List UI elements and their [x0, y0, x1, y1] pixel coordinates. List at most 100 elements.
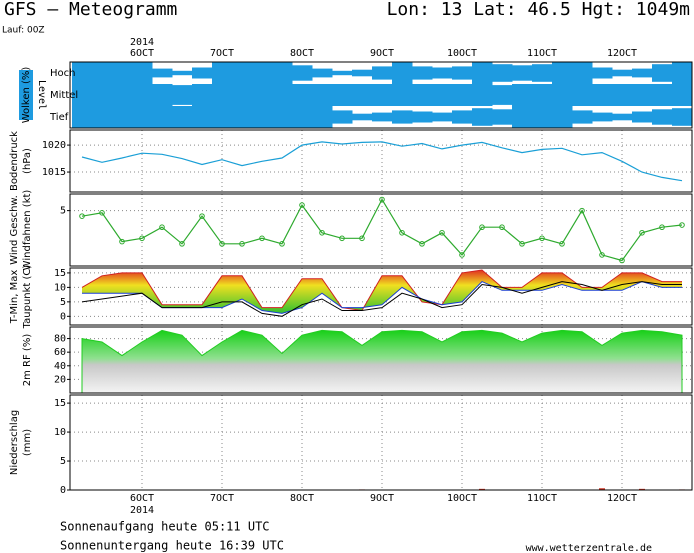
title: GFS – Meteogramm	[4, 0, 177, 20]
point	[519, 241, 525, 247]
cloud-cell	[72, 84, 93, 106]
cloud-cell	[212, 106, 233, 128]
cloud-cell	[92, 62, 113, 84]
line	[81, 281, 682, 317]
cloud-cell	[112, 62, 133, 84]
y-tick-label: 15	[54, 398, 66, 409]
cloud-cell	[192, 106, 213, 128]
point	[259, 235, 265, 242]
y-tick-label: 0	[60, 311, 66, 322]
cloud-cell	[632, 111, 653, 123]
cloud-cell	[452, 110, 473, 124]
point	[299, 202, 305, 208]
point	[219, 241, 225, 247]
y-tick-label: 5	[60, 297, 66, 308]
y-tick-label: 40	[54, 361, 66, 372]
year-bottom: 2014	[130, 505, 154, 516]
temp-range-fill	[82, 270, 682, 314]
cloud-cell	[312, 106, 333, 128]
level-name: Tief	[49, 112, 69, 123]
cloud-cell	[412, 66, 433, 80]
panel: Niederschlag (mm) 0 5 10 15	[9, 394, 693, 496]
level-name: Mittel	[50, 90, 78, 101]
point	[419, 241, 425, 247]
y-axis-label: (hPa)	[22, 148, 33, 174]
location: Lon: 13 Lat: 46.5 Hgt: 1049m	[387, 0, 690, 20]
panel: Bodendruck (hPa) 1015 1020	[9, 129, 693, 193]
cloud-cell	[612, 113, 633, 121]
panel-frame	[69, 61, 693, 129]
y-tick-label: 5	[60, 206, 66, 217]
cloud-cell	[472, 62, 493, 84]
y-tick-label: 0	[60, 485, 66, 496]
cloud-cell	[332, 70, 353, 76]
point	[439, 229, 445, 236]
source: www.wetterzentrale.de	[526, 543, 652, 553]
y-tick-label: 5	[60, 456, 66, 467]
y-axis-label: (mm)	[22, 429, 33, 456]
cloud-cell	[512, 84, 533, 106]
sunset: Sonnenuntergang heute 16:39 UTC	[60, 539, 284, 553]
cloud-cell	[592, 67, 613, 79]
x-tick-label: 9OCT	[370, 48, 394, 59]
cloud-cell	[392, 84, 413, 106]
point	[279, 241, 285, 247]
cloud-cell	[232, 84, 253, 106]
point	[139, 235, 145, 242]
bar	[639, 488, 645, 490]
cloud-cell	[532, 64, 553, 82]
cloud-cell	[192, 67, 213, 79]
point	[239, 241, 245, 247]
x-tick-label: 7OCT	[210, 493, 234, 504]
cloud-cell	[212, 84, 233, 106]
x-tick-label: 12OCT	[607, 48, 637, 59]
point	[179, 241, 185, 247]
cloud-cell	[672, 62, 693, 84]
cloud-cell	[432, 112, 453, 122]
cloud-cell	[172, 85, 193, 105]
y-tick-label: 20	[54, 374, 66, 385]
cloud-cell	[272, 106, 293, 128]
y-axis-label: Windfahnen (kt)	[22, 190, 33, 271]
cloud-cell	[632, 68, 653, 78]
y-tick-label: 10	[54, 427, 66, 438]
x-tick-label: 12OCT	[607, 493, 637, 504]
y-axis-label: Niederschlag	[9, 410, 20, 475]
point	[599, 252, 605, 258]
cloud-cell	[572, 84, 593, 106]
x-tick-label: 10OCT	[447, 48, 477, 59]
y-axis-label: Bodendruck	[9, 131, 20, 191]
cloud-cell	[532, 84, 553, 106]
point	[399, 229, 405, 236]
cloud-cell	[92, 106, 113, 128]
run: Lauf: 00Z	[2, 26, 45, 36]
cloud-cell	[272, 62, 293, 84]
point	[619, 257, 625, 264]
y-tick-label: 1020	[42, 140, 66, 151]
cloud-cell	[112, 106, 133, 128]
cloud-cell	[72, 62, 93, 84]
cloud-cell	[132, 84, 153, 106]
cloud-cell	[512, 65, 533, 81]
cloud-cell	[432, 67, 453, 79]
cloud-cell	[172, 106, 193, 128]
point	[359, 235, 365, 242]
point	[79, 213, 85, 219]
cloud-cell	[652, 109, 673, 125]
cloud-cell	[152, 106, 173, 128]
cloud-cell	[312, 68, 333, 78]
cloud-cell	[572, 62, 593, 84]
y-axis-label: T-Min, Max	[9, 270, 20, 325]
point	[119, 238, 125, 245]
level-label: Level	[36, 80, 47, 110]
cloud-cell	[652, 64, 673, 82]
cloud-cell	[412, 84, 433, 106]
point	[159, 224, 165, 231]
y-tick-label: 80	[54, 334, 66, 345]
year-top: 2014	[130, 37, 154, 48]
y-axis-label: Wolken (%)	[21, 67, 32, 124]
cloud-cell	[352, 69, 373, 77]
point	[559, 241, 565, 247]
